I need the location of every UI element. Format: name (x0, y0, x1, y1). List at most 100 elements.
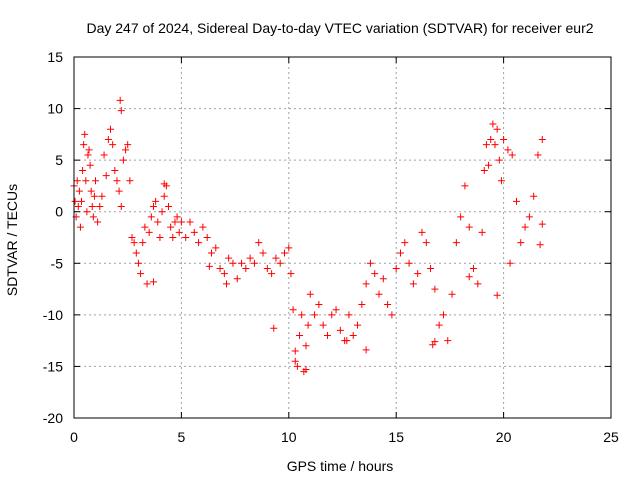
data-point (82, 177, 90, 185)
data-point (311, 311, 319, 319)
data-point (177, 218, 185, 226)
data-point (538, 136, 546, 144)
data-point (435, 321, 443, 329)
data-point (80, 141, 88, 149)
data-point (113, 177, 121, 185)
data-point (225, 254, 233, 262)
data-point (358, 301, 366, 309)
x-tick-labels: 0 5 10 15 20 25 (70, 429, 619, 445)
data-point (119, 156, 127, 164)
data-point (171, 218, 179, 226)
data-point (199, 223, 207, 231)
data-point (293, 362, 301, 370)
data-point (448, 290, 456, 298)
data-point (132, 249, 140, 257)
data-point (76, 223, 84, 231)
data-point (246, 254, 254, 262)
data-point (272, 254, 280, 262)
data-point (487, 136, 495, 144)
data-point (470, 264, 478, 272)
data-point (396, 249, 404, 257)
data-point (384, 301, 392, 309)
data-point (538, 220, 546, 228)
data-point (345, 311, 353, 319)
data-point (508, 151, 516, 159)
data-point (89, 213, 97, 221)
data-point (134, 259, 142, 267)
data-point (115, 187, 123, 195)
data-point (238, 259, 246, 267)
chart-title: Day 247 of 2024, Sidereal Day-to-day VTE… (86, 20, 593, 36)
data-point (152, 197, 160, 205)
data-point (480, 166, 488, 174)
data-point (362, 280, 370, 288)
data-point (165, 203, 173, 211)
data-point (88, 203, 96, 211)
data-points (70, 96, 546, 376)
y-tick-label: -15 (43, 358, 63, 374)
x-tick-label: 25 (603, 429, 619, 445)
data-point (116, 96, 124, 104)
data-point (117, 107, 125, 115)
data-point (336, 326, 344, 334)
data-point (126, 177, 134, 185)
data-point (143, 280, 151, 288)
data-point (517, 239, 525, 247)
data-point (478, 228, 486, 236)
data-point (388, 311, 396, 319)
data-point (452, 239, 460, 247)
data-point (485, 161, 493, 169)
data-point (525, 213, 533, 221)
data-point (354, 321, 362, 329)
data-point (79, 166, 87, 174)
x-tick-label: 5 (178, 429, 186, 445)
data-point (104, 136, 112, 144)
y-tick-labels: 15 10 5 0 -5 -10 -15 -20 (43, 49, 63, 426)
data-point (233, 275, 241, 283)
axis-ticks (73, 56, 612, 419)
data-point (85, 146, 93, 154)
data-point (250, 259, 258, 267)
data-point (207, 249, 215, 257)
data-point (169, 234, 177, 241)
data-point (332, 306, 340, 314)
data-point (154, 218, 162, 226)
data-point (156, 234, 164, 241)
data-point (482, 141, 490, 149)
data-point (223, 280, 231, 288)
data-point (78, 197, 86, 205)
data-point (145, 228, 153, 236)
data-point (375, 290, 383, 298)
data-point (315, 301, 323, 309)
data-point (493, 125, 501, 133)
data-point (255, 239, 263, 247)
data-point (323, 331, 331, 339)
plot-frame (73, 56, 612, 419)
data-point (86, 161, 94, 169)
data-point (205, 262, 213, 270)
y-tick-label: 15 (47, 49, 63, 65)
data-point (444, 337, 452, 345)
data-point (371, 270, 379, 278)
data-point (465, 223, 473, 231)
data-point (457, 213, 465, 221)
data-point (242, 264, 250, 272)
y-tick-label: -10 (43, 307, 63, 323)
data-point (281, 249, 289, 257)
data-point (422, 239, 430, 247)
data-point (216, 264, 224, 272)
data-point (268, 270, 276, 278)
data-point (328, 311, 336, 319)
data-point (504, 146, 512, 154)
y-tick-label: 10 (47, 101, 63, 117)
data-point (500, 136, 508, 144)
data-point (137, 270, 145, 278)
data-point (175, 228, 183, 236)
data-point (263, 264, 271, 272)
data-point (111, 166, 119, 174)
y-tick-label: -5 (51, 255, 64, 271)
data-point (461, 182, 469, 190)
data-point (158, 208, 166, 216)
data-point (414, 270, 422, 278)
data-point (392, 264, 400, 272)
